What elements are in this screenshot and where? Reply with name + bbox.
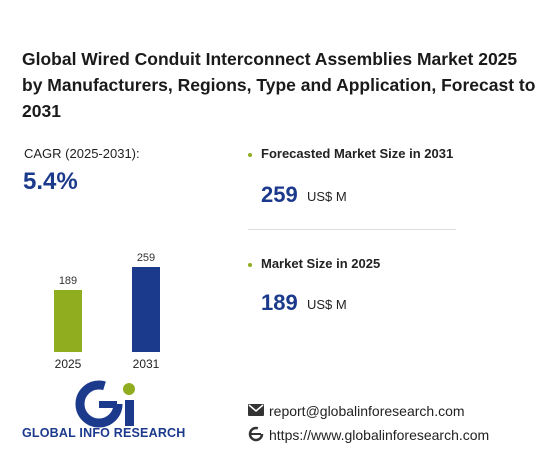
x-tick-label: 2031 <box>133 357 160 371</box>
web-icon <box>248 426 264 442</box>
value-label: 189 <box>59 275 77 287</box>
stat-unit: US$ M <box>307 297 347 312</box>
value-label: 259 <box>137 252 155 264</box>
stat-label: Forecasted Market Size in 2031 <box>261 146 454 161</box>
logo-dot <box>123 383 135 395</box>
bar <box>54 289 82 352</box>
bullet <box>248 263 252 267</box>
logo-stem <box>125 400 134 426</box>
bar <box>132 267 160 352</box>
email-icon <box>248 404 264 416</box>
title: Global Wired Conduit Interconnect Assemb… <box>22 49 536 121</box>
web-e-bar <box>251 433 261 435</box>
web-e <box>248 426 264 442</box>
stat-unit: US$ M <box>307 189 347 204</box>
divider <box>248 229 456 230</box>
envelope-flap <box>248 404 264 412</box>
cagr-value: 5.4% <box>23 168 78 195</box>
logo-text: GLOBAL INFO RESEARCH <box>22 426 186 440</box>
logo-mark <box>75 380 135 428</box>
stat-value: 259 <box>261 182 298 207</box>
x-tick-label: 2025 <box>55 357 82 371</box>
cagr-label: CAGR (2025-2031): <box>24 146 140 161</box>
stat-label: Market Size in 2025 <box>261 256 381 271</box>
email[interactable]: report@globalinforesearch.com <box>269 403 465 419</box>
logo-bar <box>99 401 117 408</box>
logo-ring <box>75 380 123 428</box>
chart: 189 2025 259 2031 <box>54 252 160 371</box>
bullet <box>248 153 252 157</box>
website[interactable]: https://www.globalinforesearch.com <box>269 427 490 443</box>
stat-value: 189 <box>261 290 298 315</box>
